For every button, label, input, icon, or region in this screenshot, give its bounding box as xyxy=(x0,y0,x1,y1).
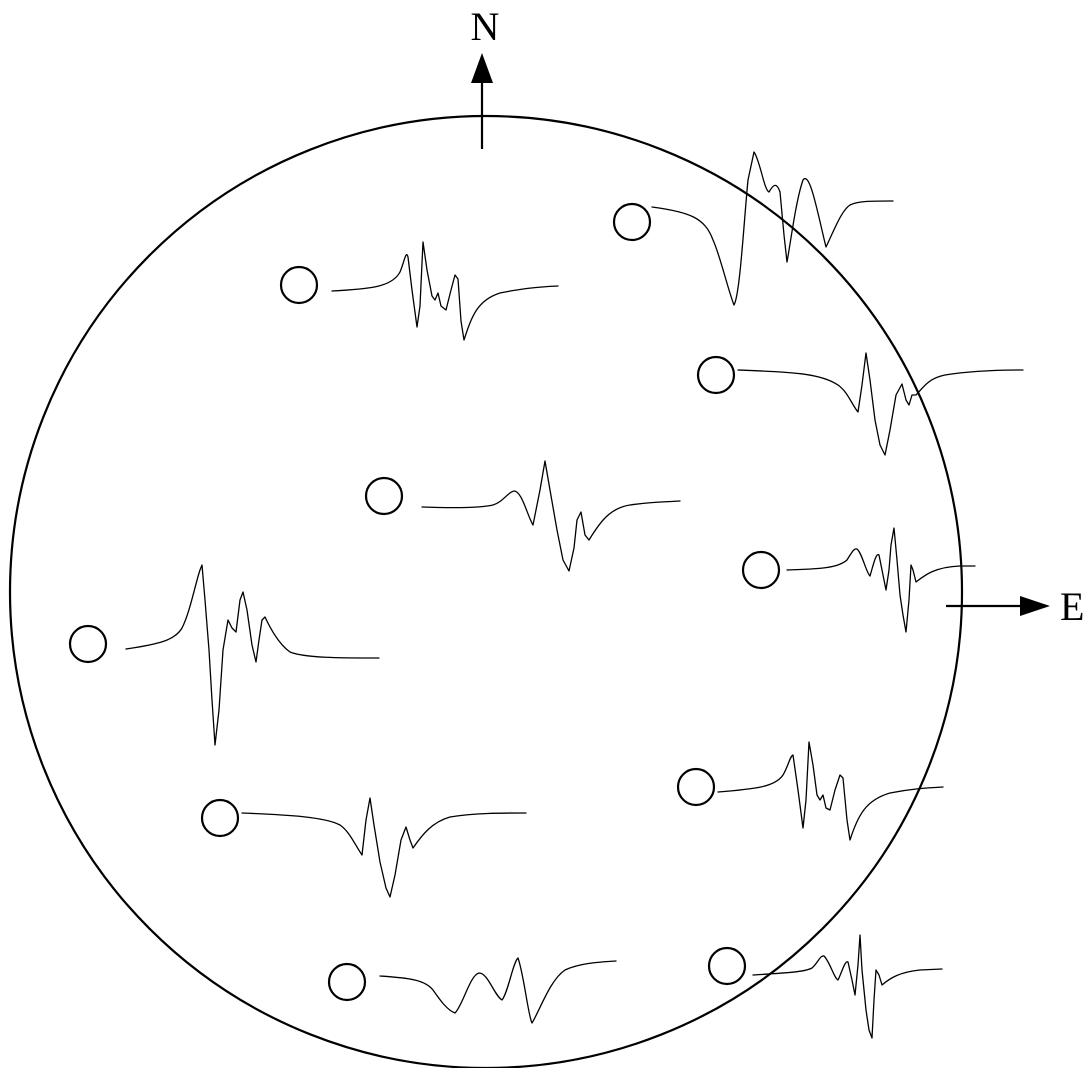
station-group xyxy=(676,741,944,841)
waveform-trace-icon xyxy=(125,564,380,746)
station-marker-icon xyxy=(696,355,736,395)
station-group xyxy=(279,241,559,341)
station-marker-icon xyxy=(676,767,716,807)
east-arrow: E xyxy=(946,584,1084,629)
waveform-trace-icon xyxy=(786,527,976,633)
north-arrow-head-icon xyxy=(471,53,493,83)
station-marker-icon xyxy=(707,946,747,986)
station-marker-icon xyxy=(741,550,781,590)
waveform-trace-icon xyxy=(421,460,681,572)
station-group xyxy=(707,934,943,1039)
station-marker-icon xyxy=(200,798,240,838)
station-group xyxy=(68,564,380,746)
waveform-trace-icon xyxy=(331,241,559,341)
region-outline xyxy=(9,115,963,1068)
waveform-trace-icon xyxy=(737,352,1024,456)
waveform-trace-icon xyxy=(752,934,943,1039)
waveform-trace-icon xyxy=(379,957,617,1024)
east-arrow-head-icon xyxy=(1020,596,1050,616)
station-group xyxy=(612,151,894,306)
north-label: N xyxy=(471,4,500,49)
station-marker-icon xyxy=(364,476,404,516)
east-label: E xyxy=(1060,584,1084,629)
station-group xyxy=(200,797,527,898)
waveform-trace-icon xyxy=(241,797,527,898)
north-arrow: N xyxy=(471,4,500,149)
station-group xyxy=(327,957,617,1024)
waveform-trace-icon xyxy=(717,741,944,841)
station-marker-icon xyxy=(612,202,652,242)
station-group xyxy=(696,352,1024,456)
station-group xyxy=(741,527,976,633)
station-marker-icon xyxy=(68,624,108,664)
waveform-trace-icon xyxy=(651,151,894,306)
station-marker-icon xyxy=(327,962,367,1002)
station-group xyxy=(364,460,681,572)
station-marker-icon xyxy=(279,265,319,305)
